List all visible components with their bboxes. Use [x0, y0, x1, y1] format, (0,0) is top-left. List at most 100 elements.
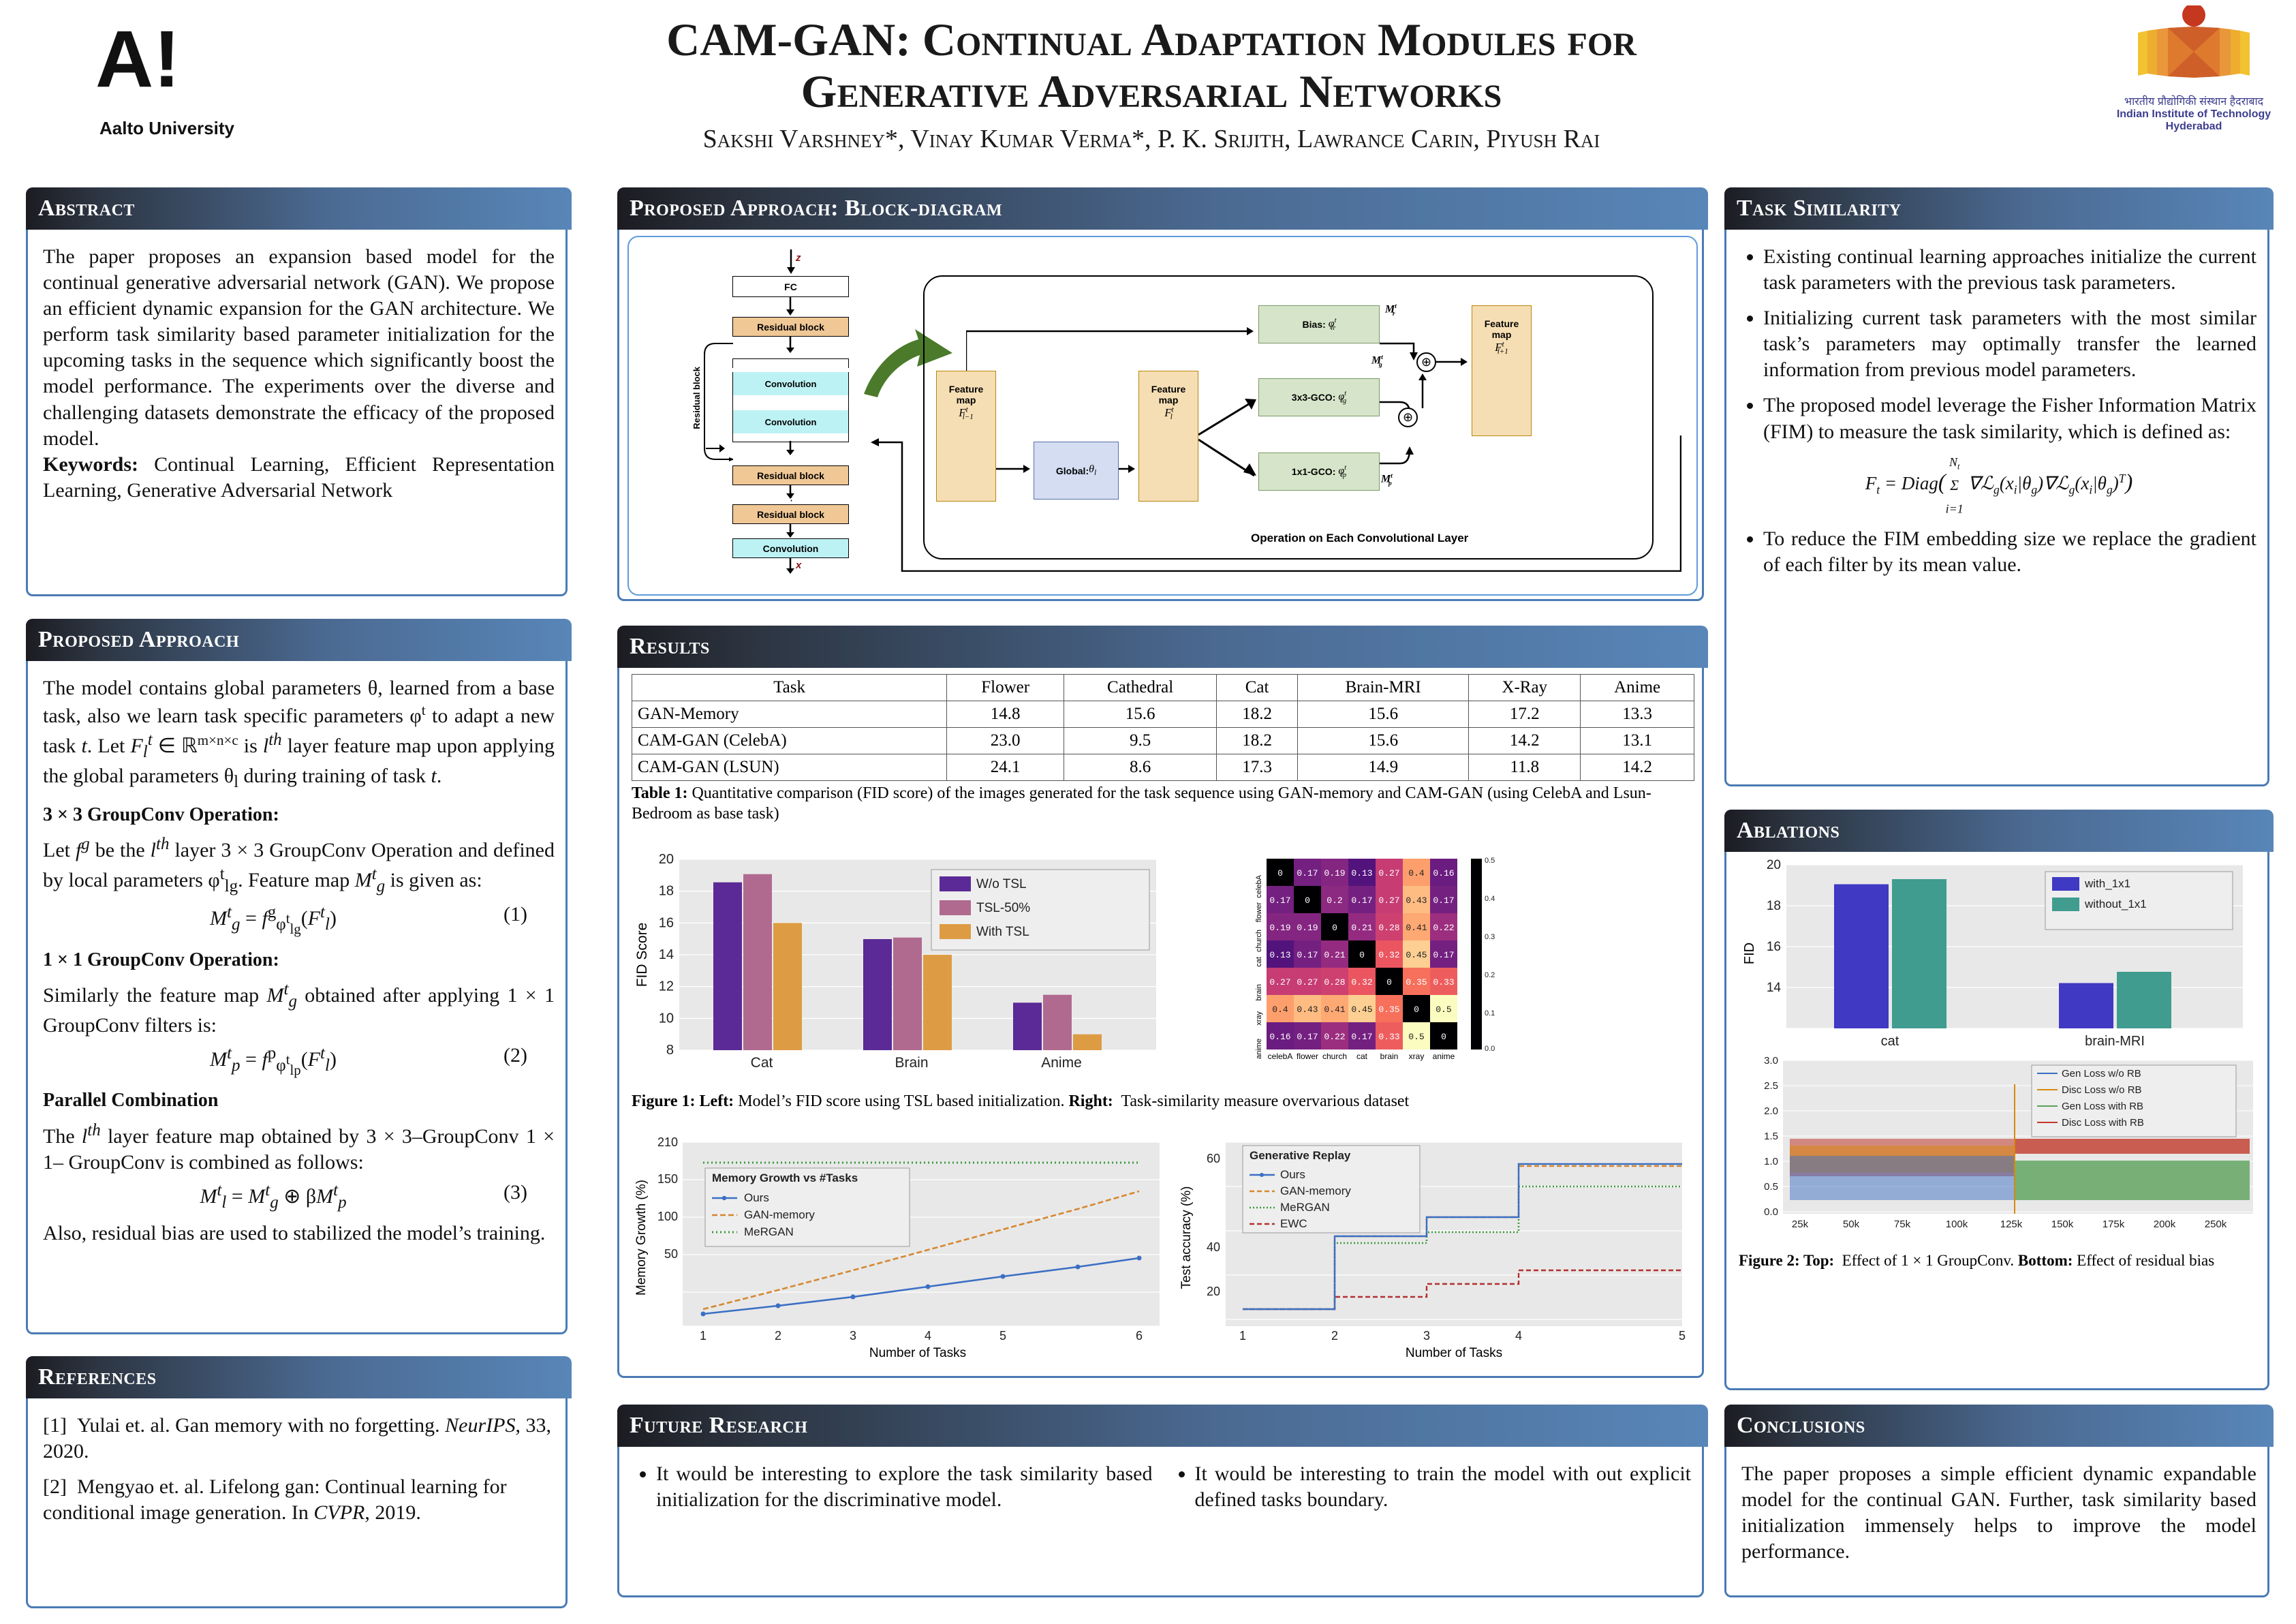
svg-text:MeRGAN: MeRGAN: [744, 1225, 794, 1238]
svg-text:250k: 250k: [2205, 1219, 2227, 1230]
svg-text:210: 210: [657, 1135, 678, 1149]
svg-text:anime: anime: [1255, 1039, 1263, 1059]
svg-text:20: 20: [659, 853, 674, 867]
svg-text:GAN-memory: GAN-memory: [744, 1208, 815, 1221]
svg-text:3: 3: [850, 1329, 856, 1343]
svg-text:Number of Tasks: Number of Tasks: [1406, 1346, 1502, 1360]
svg-text:0.35: 0.35: [1406, 977, 1427, 987]
svg-text:0.27: 0.27: [1297, 977, 1318, 987]
svg-text:FID: FID: [1742, 943, 1757, 964]
svg-text:18: 18: [1767, 899, 1781, 913]
svg-text:0.17: 0.17: [1297, 1032, 1318, 1042]
svg-text:0: 0: [1332, 923, 1337, 933]
svg-text:4: 4: [1515, 1329, 1522, 1343]
svg-text:0.33: 0.33: [1378, 1032, 1399, 1042]
svg-text:anime: anime: [1433, 1052, 1455, 1061]
svg-text:Anime: Anime: [1041, 1055, 1082, 1071]
svg-text:GAN-memory: GAN-memory: [1280, 1184, 1351, 1197]
svg-text:Brain: Brain: [895, 1055, 928, 1071]
svg-text:flower: flower: [1255, 902, 1263, 923]
svg-text:0: 0: [1359, 950, 1365, 960]
svg-text:0.17: 0.17: [1351, 1032, 1372, 1042]
svg-text:0.32: 0.32: [1378, 950, 1399, 960]
svg-text:0.41: 0.41: [1406, 923, 1427, 933]
svg-text:0.17: 0.17: [1433, 895, 1454, 906]
svg-text:150: 150: [657, 1172, 678, 1186]
svg-text:Disc Loss with RB: Disc Loss with RB: [2062, 1117, 2144, 1129]
svg-text:0.21: 0.21: [1351, 923, 1372, 933]
svg-text:1: 1: [700, 1329, 707, 1343]
svg-text:0.5: 0.5: [1764, 1181, 1778, 1193]
svg-text:with_1x1: with_1x1: [2084, 877, 2130, 890]
svg-text:100: 100: [657, 1210, 678, 1223]
svg-text:0.27: 0.27: [1269, 977, 1290, 987]
svg-text:Memory Growth vs #Tasks: Memory Growth vs #Tasks: [712, 1171, 858, 1184]
svg-text:flower: flower: [1297, 1052, 1318, 1061]
svg-text:16: 16: [659, 915, 674, 930]
svg-text:0.3: 0.3: [1485, 933, 1495, 941]
svg-text:EWC: EWC: [1280, 1217, 1307, 1230]
svg-text:cat: cat: [1356, 1052, 1368, 1061]
svg-text:Number of Tasks: Number of Tasks: [869, 1346, 966, 1360]
svg-text:church: church: [1322, 1052, 1347, 1061]
svg-text:Ours: Ours: [744, 1191, 769, 1204]
svg-text:0.27: 0.27: [1378, 868, 1399, 878]
svg-text:0.1: 0.1: [1485, 1009, 1495, 1017]
svg-text:20: 20: [1207, 1285, 1220, 1298]
svg-text:xray: xray: [1409, 1052, 1425, 1061]
svg-text:0.17: 0.17: [1433, 950, 1454, 960]
svg-text:Test accuracy (%): Test accuracy (%): [1179, 1186, 1194, 1289]
svg-text:10: 10: [659, 1011, 674, 1026]
svg-text:celebA: celebA: [1255, 874, 1263, 898]
svg-text:0.5: 0.5: [1436, 1005, 1451, 1015]
svg-text:cat: cat: [1255, 957, 1263, 967]
svg-text:6: 6: [1136, 1329, 1143, 1343]
svg-text:0.22: 0.22: [1433, 923, 1454, 933]
svg-text:0.21: 0.21: [1324, 950, 1345, 960]
svg-text:0.41: 0.41: [1324, 1005, 1345, 1015]
svg-text:150k: 150k: [2051, 1219, 2074, 1230]
svg-text:0: 0: [1414, 1005, 1419, 1015]
svg-text:brain: brain: [1380, 1052, 1399, 1061]
svg-text:0.27: 0.27: [1378, 895, 1399, 906]
svg-text:brain-MRI: brain-MRI: [2085, 1034, 2145, 1049]
svg-text:Gen Loss with RB: Gen Loss with RB: [2062, 1101, 2143, 1112]
svg-text:W/o TSL: W/o TSL: [976, 877, 1027, 891]
svg-text:0.13: 0.13: [1269, 950, 1290, 960]
svg-text:0.43: 0.43: [1297, 1005, 1318, 1015]
svg-text:FID Score: FID Score: [634, 923, 650, 987]
svg-text:0.28: 0.28: [1324, 977, 1345, 987]
svg-text:0.22: 0.22: [1324, 1032, 1345, 1042]
svg-text:2.0: 2.0: [1764, 1105, 1778, 1117]
svg-text:0.17: 0.17: [1351, 895, 1372, 906]
svg-text:14: 14: [659, 947, 674, 962]
svg-text:0.33: 0.33: [1433, 977, 1454, 987]
svg-text:3.0: 3.0: [1764, 1057, 1778, 1067]
svg-text:100k: 100k: [1946, 1219, 1968, 1230]
svg-text:0.28: 0.28: [1378, 923, 1399, 933]
svg-text:0.4: 0.4: [1272, 1005, 1288, 1015]
svg-text:0: 0: [1305, 895, 1310, 906]
svg-text:Ours: Ours: [1280, 1168, 1305, 1181]
svg-text:Disc Loss w/o RB: Disc Loss w/o RB: [2062, 1084, 2142, 1096]
svg-text:5: 5: [999, 1329, 1006, 1343]
svg-text:0.43: 0.43: [1406, 895, 1427, 906]
svg-text:1.0: 1.0: [1764, 1156, 1778, 1167]
svg-text:0.2: 0.2: [1485, 971, 1495, 979]
svg-text:2.5: 2.5: [1764, 1080, 1778, 1092]
svg-text:60: 60: [1207, 1152, 1220, 1165]
svg-text:Memory Growth (%): Memory Growth (%): [634, 1180, 649, 1296]
svg-text:1.5: 1.5: [1764, 1131, 1778, 1142]
svg-text:175k: 175k: [2103, 1219, 2125, 1230]
svg-text:16: 16: [1767, 940, 1781, 954]
svg-text:0.45: 0.45: [1351, 1005, 1372, 1015]
svg-text:brain: brain: [1255, 984, 1263, 1000]
svg-text:0.32: 0.32: [1351, 977, 1372, 987]
svg-text:2: 2: [1331, 1329, 1338, 1343]
svg-text:TSL-50%: TSL-50%: [976, 901, 1030, 915]
svg-text:4: 4: [925, 1329, 931, 1343]
svg-text:Generative Replay: Generative Replay: [1250, 1149, 1351, 1162]
svg-text:18: 18: [659, 884, 674, 899]
svg-text:MeRGAN: MeRGAN: [1280, 1201, 1330, 1214]
svg-text:0.19: 0.19: [1324, 868, 1345, 878]
